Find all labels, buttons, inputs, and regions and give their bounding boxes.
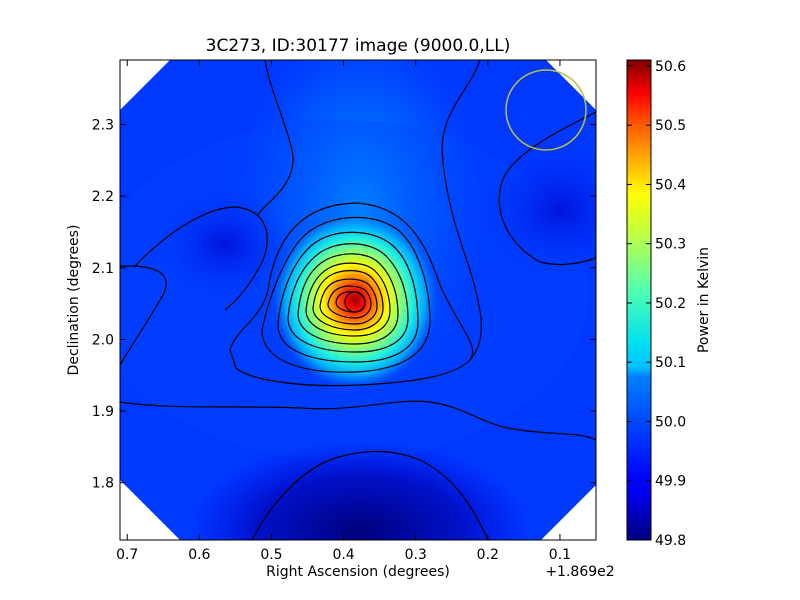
contour-line bbox=[287, 243, 409, 353]
chart-title: 3C273, ID:30177 image (9000.0,LL) bbox=[206, 36, 511, 56]
contour-line bbox=[498, 111, 596, 266]
y-tick-label: 2.3 bbox=[92, 117, 114, 133]
colorbar-tick-label: 50.2 bbox=[655, 296, 686, 312]
colorbar-tick-label: 50.1 bbox=[655, 355, 686, 371]
contour-line bbox=[327, 285, 372, 319]
x-tick-label: 0.7 bbox=[116, 547, 138, 563]
contour-line bbox=[120, 400, 596, 441]
colorbar bbox=[626, 59, 652, 541]
y-axis-label: Declination (degrees) bbox=[66, 225, 82, 376]
y-tick-label: 1.8 bbox=[92, 476, 114, 492]
y-tick-label: 2.2 bbox=[92, 189, 114, 205]
x-tick-label: 0.1 bbox=[549, 547, 571, 563]
x-tick-label: 0.2 bbox=[477, 547, 499, 563]
y-tick-label: 1.9 bbox=[92, 404, 114, 420]
contour-line bbox=[251, 450, 489, 540]
colorbar-tick-label: 49.9 bbox=[655, 474, 686, 490]
colorbar-tick-label: 50.5 bbox=[655, 118, 686, 134]
y-tick-label: 2.0 bbox=[92, 332, 114, 348]
contour-line bbox=[441, 60, 482, 361]
x-offset-label: +1.869e2 bbox=[545, 564, 614, 580]
contour-line bbox=[319, 278, 378, 325]
colorbar-tick-label: 50.3 bbox=[655, 237, 686, 253]
plot-frame bbox=[119, 59, 597, 541]
contour-line bbox=[305, 262, 391, 337]
x-tick-label: 0.5 bbox=[260, 547, 282, 563]
x-tick-label: 0.3 bbox=[405, 547, 427, 563]
contour-lines bbox=[120, 60, 596, 540]
y-tick-label: 2.1 bbox=[92, 261, 114, 277]
contour-line bbox=[257, 60, 294, 216]
contour-line bbox=[297, 253, 399, 345]
heatmap-image bbox=[120, 60, 596, 540]
contour-line bbox=[120, 265, 167, 366]
colorbar-label: Power in Kelvin bbox=[696, 247, 712, 353]
x-tick-label: 0.4 bbox=[332, 547, 354, 563]
colorbar-tick-label: 50.0 bbox=[655, 414, 686, 430]
contour-line bbox=[229, 202, 474, 387]
y-axis-ticks: 1.8 1.9 2.0 2.1 2.2 2.3 bbox=[92, 117, 596, 492]
x-axis-ticks: 0.7 0.6 0.5 0.4 0.3 0.2 0.1 bbox=[116, 60, 571, 563]
beam-circle bbox=[505, 69, 587, 151]
colorbar-tick-label: 50.6 bbox=[655, 59, 686, 75]
x-tick-label: 0.6 bbox=[188, 547, 210, 563]
colorbar-tick-label: 50.4 bbox=[655, 177, 686, 193]
contour-line bbox=[344, 291, 366, 313]
contour-line bbox=[277, 231, 419, 363]
colorbar-ticks: 49.8 49.9 50.0 50.1 50.2 50.3 50.4 50.5 50.6 bbox=[627, 59, 686, 549]
x-axis-label: Right Ascension (degrees) bbox=[266, 564, 450, 580]
contour-line bbox=[134, 206, 268, 311]
contour-line bbox=[312, 270, 384, 331]
colorbar-tick-label: 49.8 bbox=[655, 533, 686, 549]
contour-line bbox=[261, 216, 431, 373]
